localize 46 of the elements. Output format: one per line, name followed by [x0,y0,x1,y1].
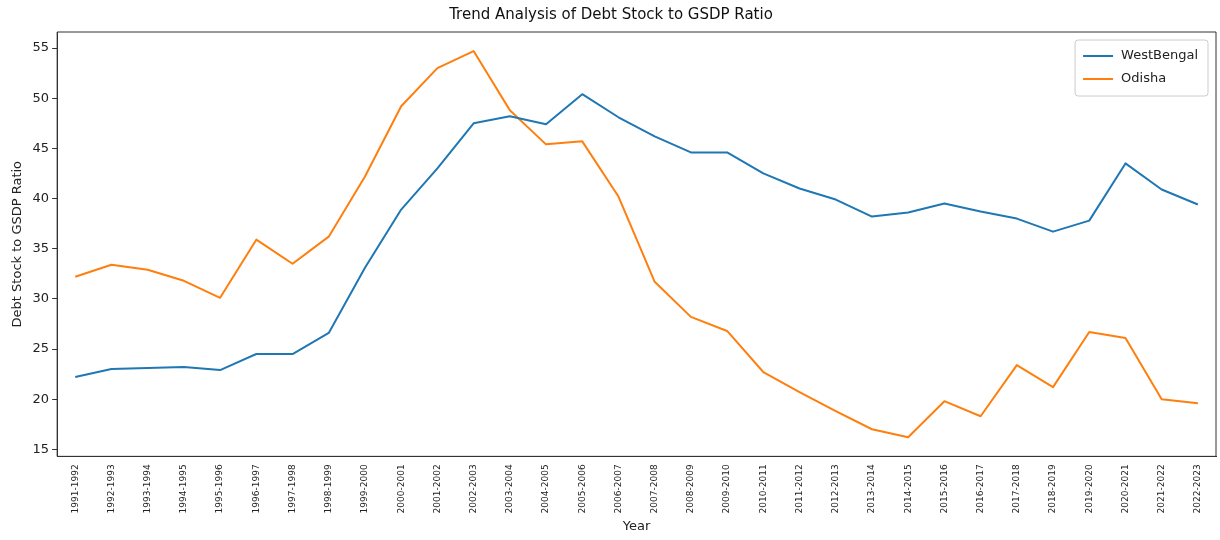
x-tick-label: 1996-1997 [250,464,261,514]
y-tick-label: 55 [32,39,50,55]
x-tick-label: 2008-2009 [685,464,696,514]
legend-label: Odisha [1121,70,1167,86]
x-tick-label: 2019-2020 [1083,464,1094,514]
x-tick-label: 2012-2013 [830,464,841,514]
x-tick-label: 2017-2018 [1011,464,1022,514]
x-tick-label: 1991-1992 [69,464,80,514]
x-tick-label: 2018-2019 [1047,464,1058,514]
x-tick-label: 1995-1996 [214,464,225,514]
x-axis-title: Year [621,517,651,533]
x-tick-label: 2007-2008 [649,464,660,514]
x-tick-label: 2022-2023 [1192,464,1203,514]
legend-label: WestBengal [1121,47,1199,63]
x-tick-label: 2015-2016 [938,464,949,514]
x-tick-label: 2009-2010 [721,464,732,514]
x-tick-label: 2013-2014 [866,464,877,514]
x-tick-label: 1994-1995 [178,464,189,514]
x-tick-label: 1999-2000 [359,464,370,514]
x-tick-label: 1997-1998 [286,464,297,514]
x-tick-label: 2003-2004 [504,464,515,514]
y-tick-label: 50 [32,89,50,105]
x-tick-label: 2006-2007 [612,464,623,514]
x-tick-label: 2020-2021 [1119,464,1130,514]
x-tick-label: 2021-2022 [1156,464,1167,514]
x-tick-label: 2000-2001 [395,464,406,514]
y-tick-label: 30 [32,290,50,306]
y-tick-label: 35 [32,240,50,256]
y-axis-title: Debt Stock to GSDP Ratio [9,160,25,328]
x-tick-label: 2005-2006 [576,464,587,514]
y-tick-label: 40 [32,189,50,205]
x-tick-label: 1992-1993 [105,464,116,514]
x-tick-label: 2001-2002 [431,464,442,514]
x-tick-label: 2004-2005 [540,464,551,514]
x-tick-label: 2014-2015 [902,464,913,514]
y-tick-label: 20 [32,390,50,406]
x-tick-label: 2011-2012 [793,464,804,514]
y-tick-label: 45 [32,139,50,155]
y-tick-label: 25 [32,340,50,356]
y-tick-label: 15 [32,440,50,456]
x-tick-label: 2010-2011 [757,464,768,514]
x-tick-label: 1998-1999 [323,464,334,514]
chart-title: Trend Analysis of Debt Stock to GSDP Ratio [448,4,773,23]
x-tick-label: 1993-1994 [142,464,153,514]
x-tick-label: 2002-2003 [467,464,478,514]
x-tick-label: 2016-2017 [974,464,985,514]
